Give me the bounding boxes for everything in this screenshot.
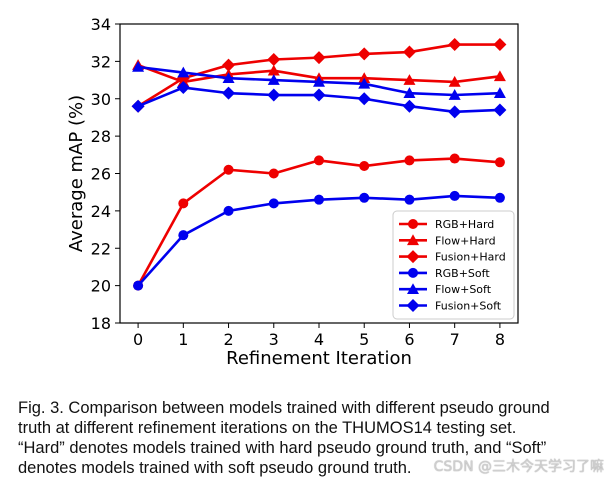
y-tick-label: 30 <box>91 90 111 109</box>
data-point <box>357 92 371 106</box>
legend-label: RGB+Hard <box>435 218 494 231</box>
data-point <box>178 230 189 241</box>
data-point <box>493 103 507 117</box>
data-point <box>359 161 370 172</box>
legend-label: Fusion+Hard <box>435 251 506 264</box>
data-point <box>222 58 236 72</box>
y-tick-label: 24 <box>91 202 111 221</box>
data-point <box>176 81 190 95</box>
legend-label: Fusion+Soft <box>435 300 502 313</box>
data-point <box>267 74 280 85</box>
y-tick-label: 34 <box>91 15 111 34</box>
x-tick-label: 8 <box>495 330 505 349</box>
legend-marker <box>406 250 420 264</box>
data-point <box>267 64 280 76</box>
data-point <box>358 77 371 89</box>
data-point <box>268 168 279 179</box>
data-point <box>448 38 462 52</box>
x-axis-label: Refinement Iteration <box>226 348 412 369</box>
data-point <box>222 86 236 100</box>
y-tick-label: 22 <box>91 239 111 258</box>
data-point <box>494 192 505 203</box>
data-point <box>222 72 235 83</box>
watermark: CSDN @三木今天学习了嘛 <box>433 459 604 475</box>
legend-label: Flow+Hard <box>435 234 496 247</box>
data-point <box>133 280 144 291</box>
caption-line: “Hard” denotes models trained with hard … <box>18 439 547 457</box>
data-point <box>267 53 281 67</box>
data-point <box>359 192 370 203</box>
data-point <box>494 157 505 168</box>
data-point <box>314 155 324 166</box>
data-point <box>449 153 460 164</box>
data-point <box>493 38 507 52</box>
data-point <box>268 198 279 209</box>
legend-marker <box>408 219 418 229</box>
data-point <box>313 75 325 87</box>
data-point <box>178 198 189 209</box>
legend-marker <box>406 299 420 312</box>
x-tick-label: 7 <box>450 330 460 349</box>
data-point <box>404 155 415 166</box>
data-point <box>223 205 234 216</box>
data-point <box>131 99 145 113</box>
data-point <box>312 51 326 65</box>
data-point <box>493 70 506 82</box>
x-tick-label: 3 <box>269 330 279 349</box>
data-point <box>448 75 461 87</box>
x-tick-label: 2 <box>223 330 233 349</box>
data-point <box>402 45 416 59</box>
data-point <box>449 190 460 201</box>
data-point <box>267 88 281 102</box>
legend-marker <box>408 267 418 278</box>
data-point <box>404 194 415 205</box>
data-point <box>403 74 416 85</box>
data-point <box>357 47 371 61</box>
legend-marker <box>407 283 419 294</box>
y-tick-label: 18 <box>91 314 111 333</box>
legend-marker <box>407 234 419 246</box>
data-point <box>403 87 416 98</box>
data-point <box>358 72 371 83</box>
y-tick-label: 20 <box>91 277 111 296</box>
x-tick-label: 1 <box>178 330 188 349</box>
data-point <box>177 66 190 78</box>
data-point <box>448 89 461 100</box>
figure-caption: Fig. 3. Comparison between models traine… <box>18 398 604 478</box>
data-point <box>223 164 234 175</box>
data-point <box>132 60 145 72</box>
data-point <box>493 87 506 98</box>
y-axis-label: Average mAP (%) <box>66 95 87 252</box>
legend-box <box>392 210 515 320</box>
data-point <box>312 88 326 102</box>
data-point <box>314 194 324 205</box>
legend-label: RGB+Soft <box>435 267 490 280</box>
caption-line: Fig. 3. Comparison between models traine… <box>18 399 550 417</box>
legend: RGB+Hard Flow+Hard Fusion+Hard RGB+Soft Flow… <box>392 210 515 320</box>
caption-line: denotes models trained with soft pseudo … <box>18 459 412 477</box>
x-tick-label: 0 <box>133 330 143 349</box>
x-tick-label: 4 <box>314 330 324 349</box>
data-point <box>402 99 416 113</box>
y-tick-label: 28 <box>91 127 111 146</box>
y-tick-label: 26 <box>91 165 111 184</box>
x-tick-label: 6 <box>404 330 414 349</box>
x-tick-label: 5 <box>359 330 369 349</box>
caption-line: truth at different refinement iterations… <box>18 419 517 437</box>
y-tick-label: 32 <box>91 52 111 71</box>
legend-label: Flow+Soft <box>435 283 492 296</box>
data-point <box>448 105 462 119</box>
